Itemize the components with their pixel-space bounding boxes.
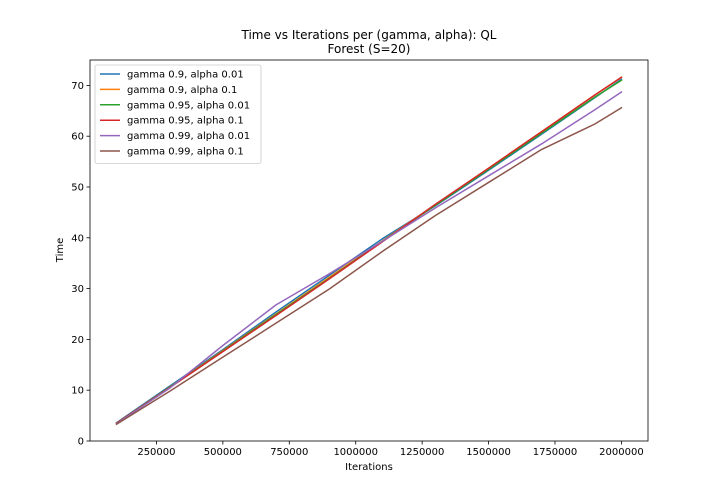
x-tick-label: 1250000 [400, 447, 445, 458]
legend: gamma 0.9, alpha 0.01 gamma 0.9, alpha 0.… [94, 64, 262, 164]
axes-frame [89, 59, 649, 442]
y-tick-label: 10 [71, 386, 84, 397]
y-axis-label: Time [55, 238, 66, 263]
legend-label-5: gamma 0.99, alpha 0.01 [127, 131, 250, 142]
plot-area: 250000 500000 750000 1000000 1250000 1500000 1… [71, 59, 649, 458]
x-tick-label: 500000 [204, 447, 242, 458]
x-tick-label: 250000 [137, 447, 175, 458]
legend-label-3: gamma 0.95, alpha 0.01 [127, 100, 250, 111]
y-tick-label: 70 [71, 81, 84, 92]
y-tick-label: 30 [71, 284, 84, 295]
chart-subtitle: Forest (S=20) [328, 42, 411, 56]
chart-title: Time vs Iterations per (gamma, alpha): Q… [240, 28, 496, 42]
x-axis-label: Iterations [345, 462, 393, 473]
x-tick-label: 1000000 [333, 447, 378, 458]
legend-label-1: gamma 0.9, alpha 0.01 [127, 70, 244, 81]
y-tick-label: 50 [71, 183, 84, 194]
legend-label-2: gamma 0.9, alpha 0.1 [127, 85, 237, 96]
x-tick-label: 1500000 [466, 447, 511, 458]
series-line-5 [115, 90, 623, 425]
legend-label-4: gamma 0.95, alpha 0.1 [127, 116, 244, 127]
y-tick-label: 0 [78, 437, 84, 448]
series-line-6 [115, 106, 623, 426]
legend-box [94, 64, 262, 164]
y-tick-label: 60 [71, 132, 84, 143]
legend-label-6: gamma 0.99, alpha 0.1 [127, 147, 244, 158]
x-tick-label: 2000000 [599, 447, 644, 458]
x-tick-label: 750000 [270, 447, 308, 458]
y-tick-label: 20 [71, 335, 84, 346]
y-tick-label: 40 [71, 233, 84, 244]
x-tick-label: 1750000 [533, 447, 578, 458]
